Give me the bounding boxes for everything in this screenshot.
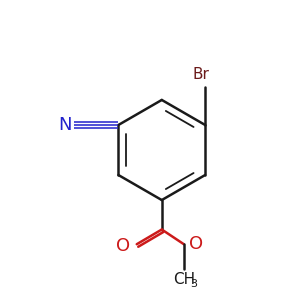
Text: CH: CH [173,272,195,287]
Text: 3: 3 [190,279,197,289]
Text: O: O [116,237,130,255]
Text: N: N [58,116,71,134]
Text: Br: Br [192,67,209,82]
Text: O: O [189,235,203,253]
